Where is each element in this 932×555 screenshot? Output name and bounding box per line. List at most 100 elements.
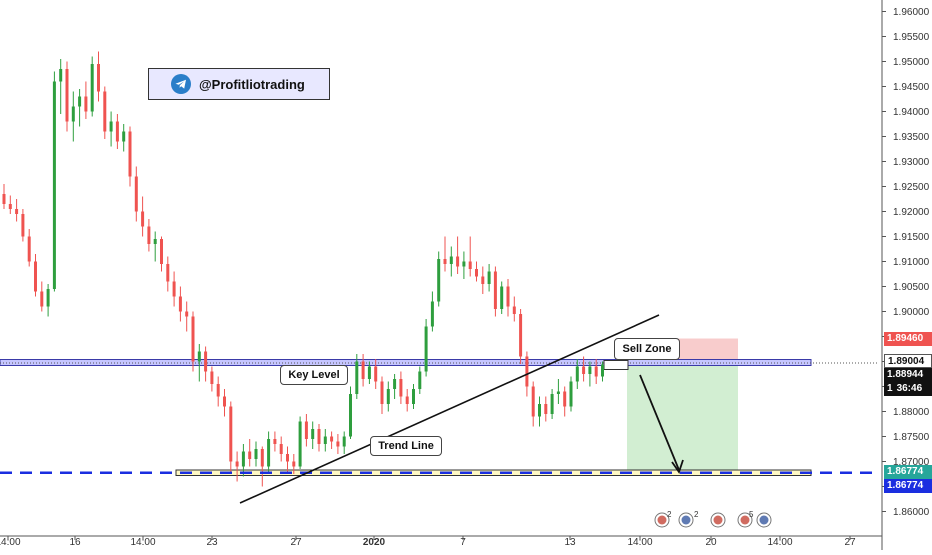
candle-body [59, 69, 63, 82]
candle-body [317, 429, 321, 444]
candle-body [2, 194, 6, 204]
candle-body [90, 64, 94, 112]
candle-body [109, 121, 113, 132]
candle-body [550, 394, 554, 414]
candle-body [594, 366, 598, 377]
candle-body [65, 69, 69, 122]
candle-body [601, 364, 604, 377]
event-flag-icon [657, 515, 667, 525]
candle-body [386, 389, 390, 404]
candle-body [122, 131, 126, 142]
y-tick-label: 1.92000 [893, 207, 930, 218]
candle-body [330, 436, 334, 442]
candle-body [153, 239, 157, 244]
x-tick-label: 14:00 [0, 537, 21, 548]
x-tick-label: 23 [206, 537, 218, 548]
candle-body [342, 436, 346, 447]
candle-body [323, 436, 327, 444]
candle-body [115, 121, 119, 142]
candle-body [197, 351, 201, 362]
y-tick-label: 1.95000 [893, 57, 930, 68]
y-tick-label: 1.90500 [893, 282, 930, 293]
candle-body [141, 211, 145, 227]
candle-body [412, 389, 415, 404]
candle-body [178, 296, 182, 312]
x-tick-label: 27 [844, 537, 856, 548]
y-tick-label: 1.92500 [893, 182, 930, 193]
stop-price-tag: 1.89460 [884, 332, 932, 346]
current-price-tag: 1.88944 [884, 368, 932, 382]
candle-body [134, 176, 138, 212]
watermark-badge: @Profitliotrading [148, 68, 330, 100]
candle-body [229, 406, 233, 462]
y-tick-label: 1.94000 [893, 107, 930, 118]
trend-line [239, 314, 660, 504]
y-tick-label: 1.87500 [893, 432, 930, 443]
candle-body [531, 386, 535, 417]
candle-body [27, 236, 31, 262]
countdown-prefix: 1 [887, 383, 893, 394]
x-tick-label: 14:00 [627, 537, 652, 548]
candle-body [575, 366, 579, 382]
candle-body [78, 96, 82, 107]
candle-body [223, 396, 226, 407]
candle-body [538, 404, 541, 417]
y-tick-label: 1.90000 [893, 307, 930, 318]
candle-body [286, 454, 289, 462]
candle-body [525, 356, 529, 387]
candle-body [506, 286, 510, 307]
candle-body [248, 451, 252, 459]
y-tick-label: 1.93000 [893, 157, 930, 168]
candle-body [512, 306, 516, 314]
candle-body [443, 259, 447, 264]
candle-body [172, 281, 176, 297]
candle-body [556, 391, 560, 394]
candle-body [588, 366, 592, 374]
candle-body [456, 256, 460, 267]
candle-body [468, 261, 472, 269]
candle-body [97, 64, 100, 92]
y-tick-label: 1.94500 [893, 82, 930, 93]
event-flag-icon [713, 515, 723, 525]
candle-body [8, 204, 12, 209]
candle-body [367, 366, 371, 379]
candle-body [103, 91, 107, 132]
countdown-value: 36:46 [896, 383, 923, 394]
candle-body [393, 379, 397, 389]
candle-body [166, 264, 170, 282]
countdown-tag: 1 36:46 [884, 382, 932, 396]
candle-body [216, 384, 220, 397]
y-tick-label: 1.96000 [893, 7, 930, 18]
candle-body [475, 269, 478, 277]
y-tick-label: 1.87000 [893, 457, 930, 468]
x-tick-label: 13 [564, 537, 576, 548]
candle-body [34, 261, 37, 292]
candle-body [487, 271, 491, 284]
candle-body [292, 461, 296, 467]
trend-line-label: Trend Line [370, 436, 442, 456]
candle-body [191, 316, 195, 362]
candle-body [160, 239, 163, 264]
candle-body [449, 256, 453, 264]
candle-body [424, 326, 428, 372]
candle-body [563, 391, 567, 407]
candle-body [40, 291, 44, 307]
event-flag-icon [740, 515, 750, 525]
candle-body [500, 286, 504, 309]
telegram-icon [171, 74, 191, 94]
candle-body [349, 394, 352, 437]
x-tick-label: 7 [460, 537, 466, 548]
candle-body [311, 429, 315, 439]
candle-body [21, 214, 25, 237]
candle-body [128, 131, 132, 177]
candle-body [493, 271, 497, 309]
x-tick-label: 16 [69, 537, 81, 548]
support-price-tag: 1.86774 [884, 479, 932, 493]
candle-body [298, 421, 302, 467]
candle-body [405, 396, 409, 404]
candle-body [462, 261, 466, 267]
event-count-badge: 2 [694, 510, 699, 519]
candle-body [84, 96, 88, 112]
y-tick-label: 1.91500 [893, 232, 930, 243]
